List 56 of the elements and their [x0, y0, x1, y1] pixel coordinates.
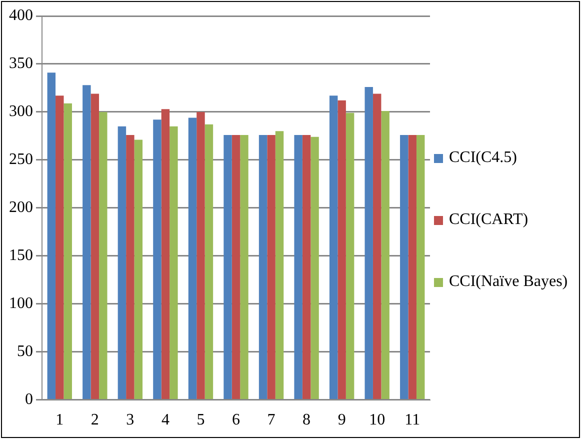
bar — [170, 126, 178, 400]
bar — [47, 72, 56, 400]
y-tick-label: 200 — [9, 199, 33, 216]
x-tick-label: 9 — [338, 412, 346, 429]
y-tick-label: 350 — [9, 55, 33, 72]
bar — [99, 112, 108, 400]
y-tick-label: 400 — [9, 7, 33, 24]
x-tick-label: 10 — [369, 412, 386, 429]
legend-label: CCI(Naïve Bayes) — [449, 272, 568, 290]
bar — [134, 140, 143, 400]
y-tick-label: 100 — [9, 295, 33, 312]
bar — [310, 136, 319, 400]
legend-label: CCI(CART) — [449, 210, 528, 228]
x-tick-label: 6 — [232, 412, 240, 429]
bar — [400, 134, 408, 400]
bar — [294, 134, 302, 400]
bar — [258, 134, 268, 400]
x-tick-label: 7 — [267, 412, 276, 429]
bar — [90, 94, 100, 400]
bar — [416, 134, 425, 400]
bar — [153, 120, 162, 400]
bar — [240, 134, 248, 400]
bar — [329, 96, 338, 400]
x-tick-label: 3 — [126, 412, 134, 429]
bar — [364, 87, 373, 400]
x-tick-label: 8 — [302, 412, 311, 429]
bar — [224, 134, 232, 400]
bar — [204, 124, 214, 400]
bar — [372, 94, 382, 400]
bar — [346, 112, 354, 400]
x-tick-label: 11 — [404, 412, 420, 429]
bar — [188, 118, 197, 400]
bar — [408, 134, 416, 400]
bar — [64, 103, 72, 400]
bar — [196, 112, 205, 400]
bar — [267, 134, 276, 400]
y-tick-label: 250 — [9, 151, 33, 168]
bar — [118, 126, 126, 400]
bar — [232, 134, 240, 400]
y-tick-label: 150 — [9, 247, 33, 264]
bar — [275, 131, 284, 400]
bar — [82, 85, 91, 400]
bar — [56, 96, 64, 400]
legend-label: CCI(C4.5) — [449, 148, 517, 166]
y-tick-label: 50 — [17, 343, 33, 360]
y-tick-label: 0 — [25, 391, 33, 408]
y-tick-label: 300 — [9, 103, 33, 120]
x-tick-label: 2 — [90, 412, 99, 429]
x-tick-label: 4 — [161, 412, 170, 429]
bar — [161, 109, 170, 400]
bar — [302, 134, 311, 400]
x-tick-label: 1 — [56, 412, 64, 429]
bar — [126, 134, 134, 400]
bar — [381, 110, 390, 400]
bar — [338, 100, 346, 400]
x-tick-label: 5 — [196, 412, 205, 429]
